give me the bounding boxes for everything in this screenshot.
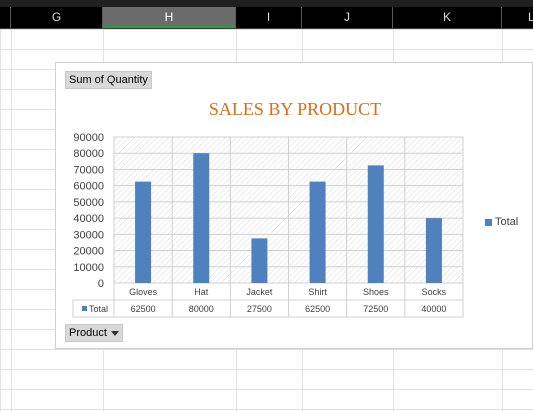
bar [251, 238, 268, 283]
y-tick-label: 70000 [73, 164, 104, 176]
chart-svg: 90000 80000 70000 60000 50000 40000 30000 20000… [72, 132, 464, 318]
window-top-bar [0, 0, 533, 7]
column-header-k[interactable]: K [393, 7, 502, 28]
column-header-l[interactable]: L [528, 10, 533, 24]
category-label: Gloves [129, 287, 158, 297]
bar [425, 218, 442, 283]
y-tick-label: 50000 [73, 197, 104, 209]
value-field-button[interactable]: Sum of Quantity [65, 71, 152, 89]
y-tick-label: 60000 [73, 181, 104, 193]
column-header-g[interactable]: G [11, 7, 103, 28]
pivot-chart[interactable]: Sum of Quantity SALES BY PRODUCT 90000 80… [55, 62, 533, 349]
y-tick-label: 20000 [73, 246, 104, 258]
y-tick-label: 90000 [73, 132, 104, 144]
table-legend-key [82, 306, 87, 311]
bar [193, 153, 210, 283]
bar [367, 165, 384, 283]
legend[interactable]: Total [485, 216, 518, 228]
column-header-h[interactable]: H [103, 7, 236, 28]
data-table-value: 27500 [247, 304, 272, 314]
data-table-value: 72500 [363, 304, 388, 314]
column-header-j[interactable]: J [302, 7, 393, 28]
grid-line [11, 29, 12, 411]
legend-swatch [485, 218, 492, 226]
category-label: Jacket [246, 287, 273, 297]
data-table-value: 62500 [131, 304, 156, 314]
data-table-value: 62500 [305, 304, 330, 314]
y-tick-label: 0 [98, 278, 104, 290]
column-header-i[interactable]: I [236, 7, 302, 28]
data-table-value: 80000 [189, 304, 214, 314]
axis-field-button[interactable]: Product [65, 324, 123, 342]
legend-label: Total [495, 216, 519, 228]
y-tick-label: 30000 [73, 229, 104, 241]
bar [135, 181, 152, 283]
category-label: Shirt [308, 287, 327, 297]
category-label: Socks [422, 287, 447, 297]
y-tick-label: 80000 [73, 148, 104, 160]
data-table-value: 40000 [421, 304, 446, 314]
bar [309, 181, 326, 283]
table-row-label: Total [89, 304, 108, 314]
column-header-bar: G H I J K L [0, 7, 533, 29]
y-tick-label: 10000 [73, 262, 104, 274]
category-label: Shoes [363, 287, 389, 297]
category-label: Hat [194, 287, 209, 297]
y-tick-label: 40000 [73, 213, 104, 225]
axis-field-label: Product [69, 327, 107, 339]
chart-title[interactable]: SALES BY PRODUCT [208, 99, 382, 119]
column-header-partial[interactable] [0, 7, 11, 28]
dropdown-arrow-icon [110, 330, 119, 336]
